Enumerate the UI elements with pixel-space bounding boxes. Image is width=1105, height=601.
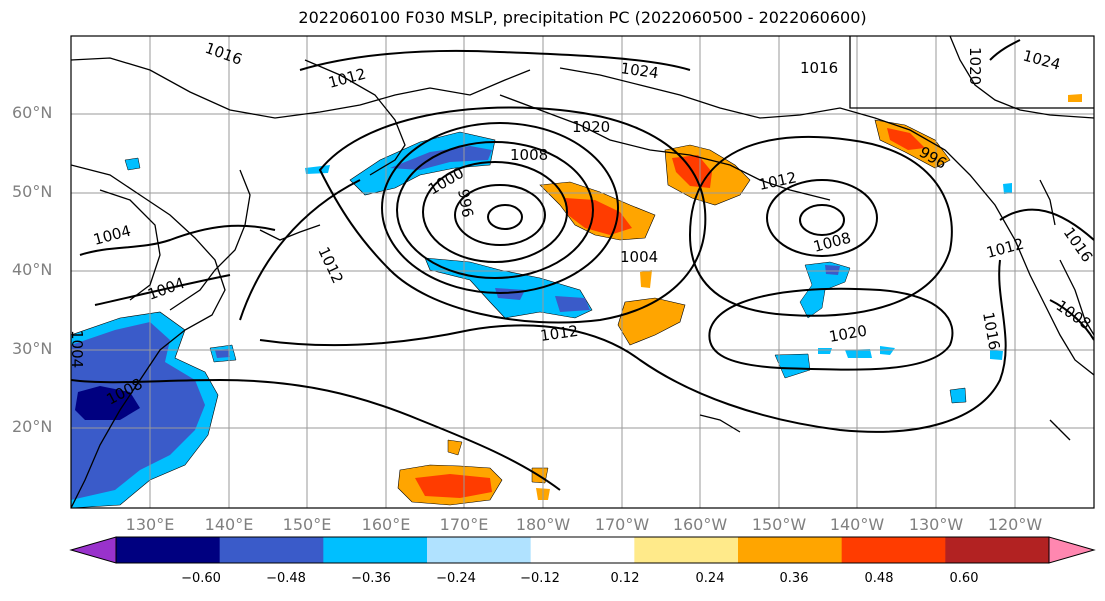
lat-label: 20°N: [12, 417, 53, 436]
colorbar-tick-label: 0.48: [864, 571, 894, 586]
colorbar-tick-label: −0.48: [266, 571, 306, 586]
isobar-label: 1008: [1053, 297, 1095, 334]
isobar-label: 1004: [68, 330, 86, 368]
lon-label: 160°W: [672, 515, 728, 534]
isobar-label: 1020: [828, 322, 869, 346]
colorbar-tick-label: −0.12: [520, 571, 560, 586]
colorbar-tick-label: −0.36: [351, 571, 391, 586]
lat-label: 50°N: [12, 182, 53, 201]
graticule: [71, 36, 1094, 508]
colorbar-segment: [945, 537, 1050, 563]
lat-label: 60°N: [12, 103, 53, 122]
isobar-label: 996: [454, 188, 477, 219]
colorbar-segment: [738, 537, 843, 563]
colorbar-tick-label: −0.60: [181, 571, 221, 586]
isobar-label: 1012: [984, 235, 1026, 262]
isobar-label: 1004: [145, 274, 187, 304]
isobar-label: 1012: [314, 244, 346, 286]
isobars: [71, 39, 1094, 491]
lon-label: 140°E: [204, 515, 254, 534]
lon-label: 150°W: [751, 515, 807, 534]
lon-label: 130°W: [908, 515, 964, 534]
colorbar-segment: [427, 537, 532, 563]
colorbar-tick-label: 0.12: [610, 571, 640, 586]
isobar-label: 1016: [203, 39, 245, 69]
lon-label: 170°E: [439, 515, 489, 534]
isobar-label: 1020: [572, 118, 610, 136]
lon-label: 150°E: [282, 515, 332, 534]
map-title: 2022060100 F030 MSLP, precipitation PC (…: [298, 8, 867, 27]
lon-label: 180°W: [515, 515, 571, 534]
colorbar-segment: [219, 537, 324, 563]
isobar-label: 1012: [539, 322, 579, 345]
isobar-label: 1004: [91, 222, 133, 249]
isobar-label: 1024: [1021, 46, 1063, 73]
colorbar-tick-label: 0.60: [949, 571, 979, 586]
lat-label: 30°N: [12, 339, 53, 358]
isobar-label: 1004: [620, 248, 658, 266]
colorbar-tick-label: 0.24: [695, 571, 725, 586]
isobar-label: 1008: [510, 146, 548, 164]
colorbar-segment: [323, 537, 428, 563]
colorbar-segment: [116, 537, 221, 563]
colorbar-segment: [634, 537, 739, 563]
lon-label: 130°E: [125, 515, 175, 534]
colorbar-tick-label: −0.24: [436, 571, 476, 586]
lon-label: 120°W: [987, 515, 1043, 534]
isobar-label: 1020: [966, 47, 984, 85]
isobar-label: 1016: [979, 311, 1003, 352]
lon-label: 160°E: [361, 515, 411, 534]
colorbar: [69, 536, 1096, 564]
colorbar-segment: [841, 537, 946, 563]
isobar-label: 1024: [619, 59, 659, 82]
colorbar-tick-label: 0.36: [779, 571, 809, 586]
colorbar-segment: [530, 537, 635, 563]
lon-label: 140°W: [829, 515, 885, 534]
colorbar-extend-low: [69, 536, 117, 564]
isobar-label: 1016: [1060, 224, 1097, 266]
map-border: [70, 35, 1095, 509]
isobar-label: 1016: [800, 59, 838, 77]
colorbar-extend-high: [1048, 536, 1096, 564]
coastlines: [71, 36, 1094, 508]
lat-label: 40°N: [12, 260, 53, 279]
lon-label: 170°W: [594, 515, 650, 534]
